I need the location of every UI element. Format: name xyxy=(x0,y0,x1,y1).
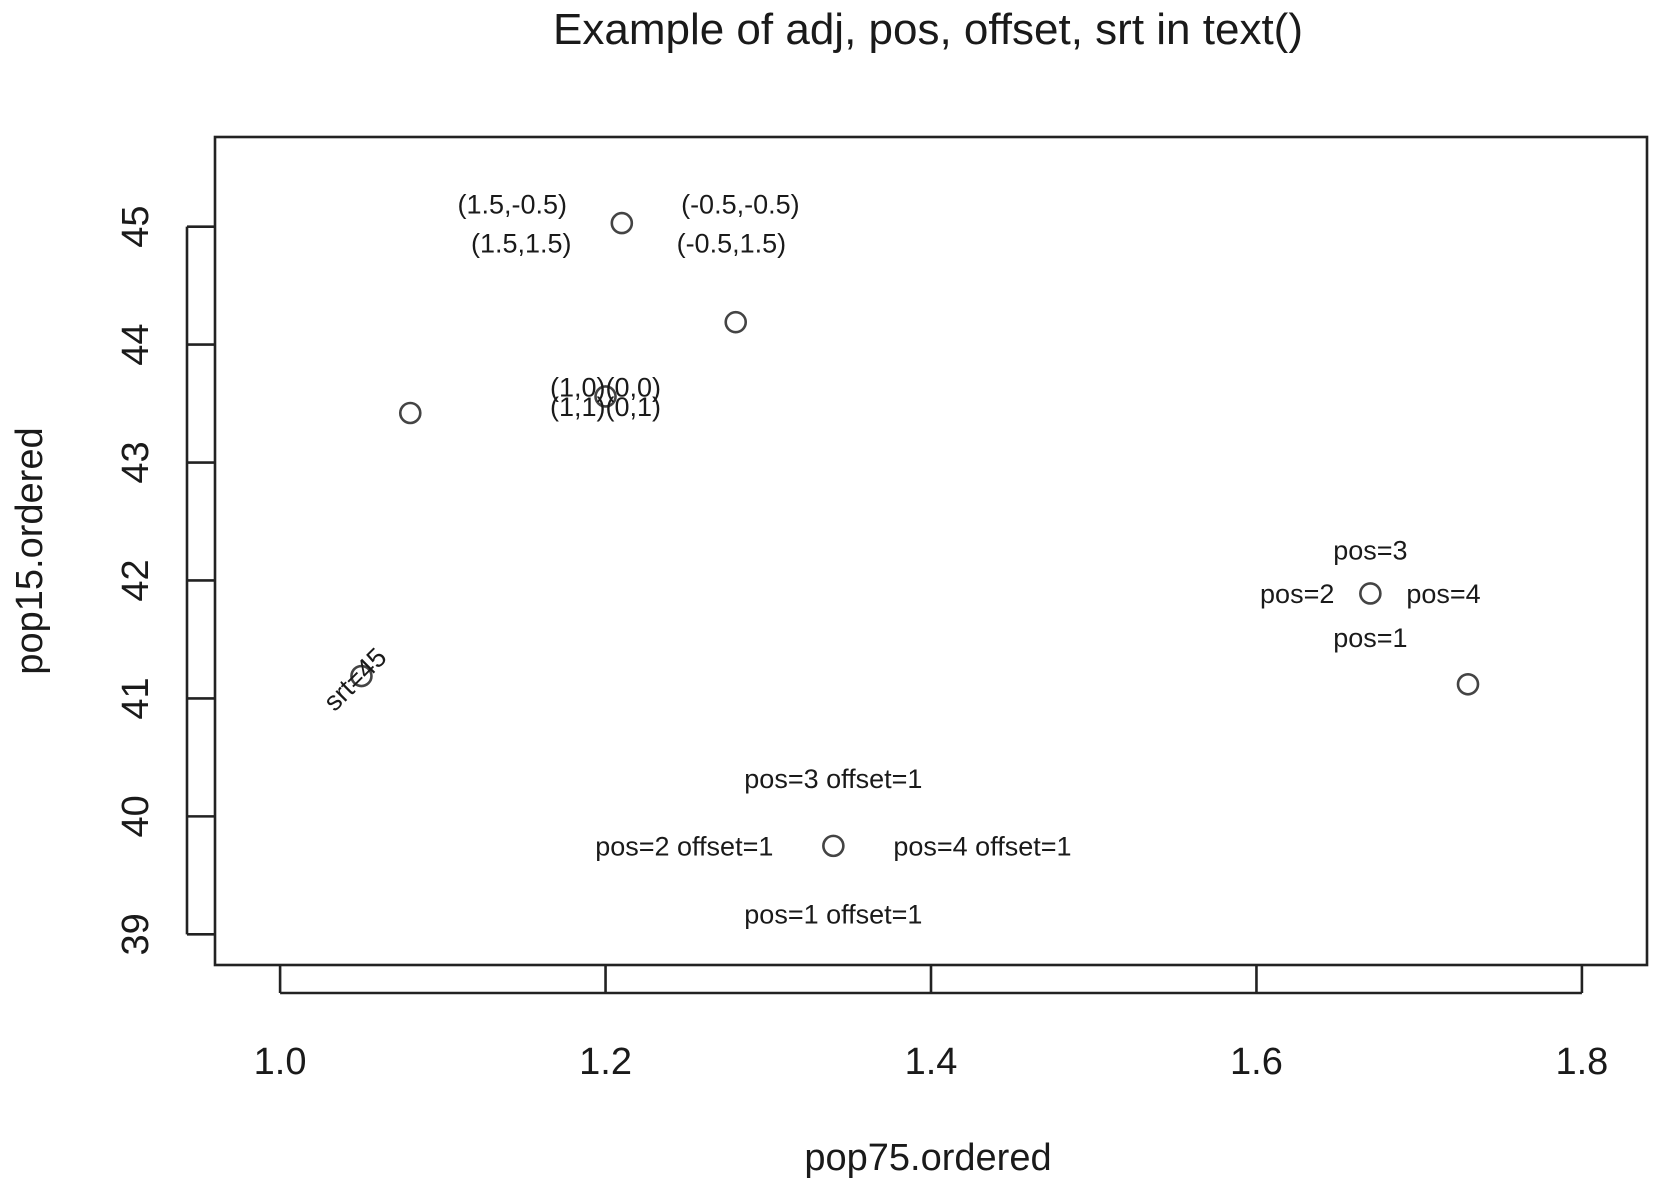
annotation-label: (-0.5,1.5) xyxy=(677,228,787,258)
data-point xyxy=(724,310,748,334)
chart-title: Example of adj, pos, offset, srt in text… xyxy=(553,5,1303,54)
x-tick-label: 1.4 xyxy=(905,1041,958,1083)
y-axis: 39 40 41 42 43 44 45 xyxy=(115,206,216,955)
data-point xyxy=(1456,672,1480,696)
annotation-label: pos=4 xyxy=(1406,579,1480,609)
annotation-label: (1,0) xyxy=(550,372,606,402)
x-axis: 1.0 1.2 1.4 1.6 1.8 xyxy=(254,964,1608,1083)
data-points xyxy=(350,211,1480,858)
annotation-label: (1,1) xyxy=(550,392,606,422)
annotation-label: (-0.5,-0.5) xyxy=(681,189,800,219)
data-point xyxy=(350,664,373,688)
x-tick-label: 1.8 xyxy=(1555,1041,1608,1083)
y-tick-label: 45 xyxy=(115,206,157,248)
y-tick-label: 42 xyxy=(115,559,157,601)
y-tick-label: 39 xyxy=(115,913,157,955)
data-point xyxy=(822,834,845,858)
annotation-label: (0,1) xyxy=(606,392,662,422)
annotation-label: srt=45 xyxy=(318,642,393,717)
x-axis-label: pop75.ordered xyxy=(804,1137,1051,1179)
y-tick-label: 43 xyxy=(115,441,157,483)
annotation-label: pos=1 offset=1 xyxy=(744,899,922,929)
annotation-label: pos=2 offset=1 xyxy=(595,832,773,862)
data-point xyxy=(1359,582,1382,605)
annotation-label: pos=2 xyxy=(1260,579,1334,609)
y-axis-label: pop15.ordered xyxy=(9,427,51,674)
y-tick-label: 41 xyxy=(115,677,157,719)
annotation-label: (1.5,1.5) xyxy=(471,228,572,258)
data-point xyxy=(594,385,617,408)
data-point xyxy=(398,401,422,425)
annotation-label: (1.5,-0.5) xyxy=(457,189,567,219)
text-annotations: (1.5,-0.5) (1.5,1.5) (-0.5,-0.5) (-0.5,1.5)… xyxy=(318,189,1481,929)
annotation-label: pos=1 xyxy=(1333,623,1407,653)
annotation-label: pos=4 offset=1 xyxy=(893,832,1071,862)
x-tick-label: 1.2 xyxy=(579,1041,632,1083)
x-tick-label: 1.6 xyxy=(1230,1041,1283,1083)
y-tick-label: 44 xyxy=(115,323,157,365)
annotation-label: pos=3 offset=1 xyxy=(744,764,922,794)
annotation-label: pos=3 xyxy=(1333,535,1407,565)
y-tick-label: 40 xyxy=(115,795,157,837)
x-tick-label: 1.0 xyxy=(254,1041,307,1083)
data-point xyxy=(610,211,634,235)
annotation-label: (0,0) xyxy=(606,372,662,402)
